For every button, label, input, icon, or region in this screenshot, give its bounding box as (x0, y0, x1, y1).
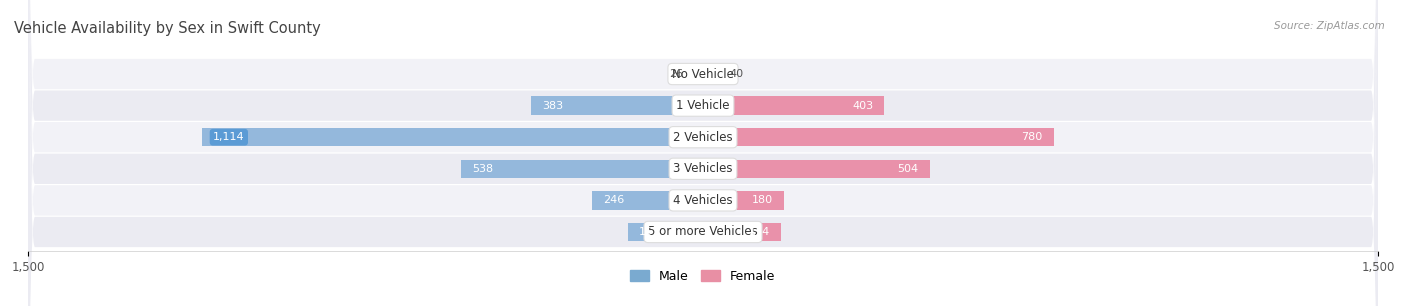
Bar (703, 96, 884, 115)
Text: 26: 26 (669, 69, 683, 79)
Text: 1 Vehicle: 1 Vehicle (676, 99, 730, 112)
Text: 383: 383 (541, 101, 562, 111)
FancyBboxPatch shape (28, 0, 1378, 306)
Text: 5 or more Vehicles: 5 or more Vehicles (648, 226, 758, 238)
Text: 40: 40 (730, 69, 744, 79)
Text: 3 Vehicles: 3 Vehicles (673, 162, 733, 175)
Bar (592, 191, 703, 210)
Text: 780: 780 (1021, 132, 1043, 142)
Bar (703, 128, 1054, 146)
Text: 2 Vehicles: 2 Vehicles (673, 131, 733, 144)
FancyBboxPatch shape (28, 0, 1378, 306)
Bar (703, 191, 785, 210)
Bar (703, 65, 721, 83)
Text: 167: 167 (640, 227, 661, 237)
Text: 4 Vehicles: 4 Vehicles (673, 194, 733, 207)
Legend: Male, Female: Male, Female (626, 265, 780, 288)
Text: 1,114: 1,114 (214, 132, 245, 142)
Text: 246: 246 (603, 195, 624, 205)
Text: No Vehicle: No Vehicle (672, 68, 734, 80)
FancyBboxPatch shape (28, 0, 1378, 306)
FancyBboxPatch shape (28, 0, 1378, 306)
FancyBboxPatch shape (28, 0, 1378, 306)
FancyBboxPatch shape (28, 0, 1378, 306)
Bar (692, 65, 703, 83)
Text: 504: 504 (897, 164, 918, 174)
Text: 538: 538 (472, 164, 494, 174)
Bar (703, 160, 929, 178)
Bar (461, 160, 703, 178)
Text: Source: ZipAtlas.com: Source: ZipAtlas.com (1274, 21, 1385, 32)
Bar (202, 128, 703, 146)
Bar (628, 223, 703, 241)
Bar (530, 96, 703, 115)
Text: 174: 174 (749, 227, 770, 237)
Text: 180: 180 (752, 195, 773, 205)
Text: 403: 403 (852, 101, 873, 111)
Text: Vehicle Availability by Sex in Swift County: Vehicle Availability by Sex in Swift Cou… (14, 21, 321, 36)
Bar (703, 223, 782, 241)
